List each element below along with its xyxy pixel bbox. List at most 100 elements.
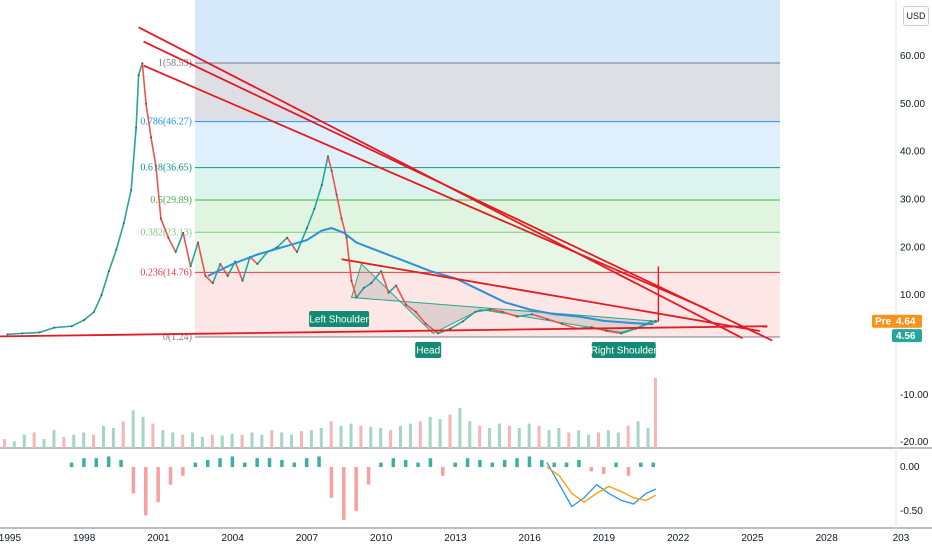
macd-bar xyxy=(181,467,185,476)
volume-bar xyxy=(92,434,96,448)
price-segment xyxy=(489,308,503,313)
time-tick-label: 2019 xyxy=(593,533,616,544)
trendline xyxy=(0,325,768,338)
macd-bar xyxy=(131,467,136,494)
macd-bar xyxy=(453,462,457,467)
volume-bar xyxy=(191,432,195,448)
price-tick-label: 20.00 xyxy=(900,242,925,253)
volume-bar xyxy=(359,425,363,448)
macd-line xyxy=(546,462,657,508)
pattern-callouts: Left Shoulder Head Right Shoulder xyxy=(309,311,657,358)
price-segment xyxy=(330,170,338,195)
pattern-callout: Head xyxy=(415,342,442,358)
volume-bar xyxy=(270,430,274,448)
price-segment xyxy=(561,323,577,330)
volume-bar xyxy=(82,432,86,448)
macd-bar xyxy=(478,459,482,467)
price-segment xyxy=(39,326,55,334)
price-segment xyxy=(182,232,192,267)
price-tags: Pre 4.64 4.56 xyxy=(872,314,922,343)
trendline xyxy=(138,26,743,339)
macd-tick-label: 0.00 xyxy=(900,462,920,473)
price-segment xyxy=(380,270,390,293)
macd-bar xyxy=(465,458,470,467)
price-point xyxy=(182,231,185,234)
price-point xyxy=(424,322,427,325)
price-point xyxy=(197,241,200,244)
fib-level-label: 0.786(46.27) xyxy=(140,117,192,128)
price-point xyxy=(404,303,407,306)
price-segment xyxy=(174,232,184,253)
price-point xyxy=(387,291,390,294)
price-segment xyxy=(450,320,464,330)
volume-bar xyxy=(319,428,323,448)
currency-button[interactable]: USD xyxy=(903,6,929,26)
price-segment xyxy=(517,313,533,318)
price-point xyxy=(501,310,504,313)
volume-bar xyxy=(379,428,383,448)
macd-bar xyxy=(106,456,111,467)
macd-tick-label: -0.50 xyxy=(900,506,923,517)
volume-bar xyxy=(309,430,313,448)
price-point xyxy=(226,274,229,277)
price-point xyxy=(605,329,608,332)
macd-bar xyxy=(218,458,222,467)
price-segment xyxy=(141,63,147,104)
macd-bar xyxy=(144,467,148,516)
price-segment xyxy=(135,75,140,128)
volume-bar xyxy=(210,434,214,448)
volume-bar xyxy=(527,423,531,448)
volume-bar xyxy=(577,430,581,448)
price-point xyxy=(135,126,138,129)
pre-tag-label: Pre xyxy=(875,317,892,328)
price-segment xyxy=(502,311,518,318)
volume-bar xyxy=(220,435,224,448)
price-segment xyxy=(145,103,152,138)
volume-bar xyxy=(22,434,26,448)
price-point xyxy=(546,318,549,321)
price-segment xyxy=(93,294,103,313)
callout-box xyxy=(591,342,656,358)
volume-bar xyxy=(418,421,422,448)
volume-bar xyxy=(161,430,165,448)
macd-bar xyxy=(94,458,99,467)
price-tick-label: 30.00 xyxy=(900,194,925,205)
price-tick-label: 40.00 xyxy=(900,147,925,158)
volume-bar xyxy=(626,425,630,448)
price-point xyxy=(149,136,152,139)
price-segment xyxy=(475,308,491,313)
price-segment xyxy=(256,251,268,265)
volume-bar xyxy=(468,421,472,448)
callout-label: Left Shoulder xyxy=(309,315,369,326)
price-point xyxy=(649,320,652,323)
price-point xyxy=(154,164,157,167)
volume-pane xyxy=(2,378,657,448)
price-point xyxy=(21,332,24,335)
fib-band xyxy=(195,272,780,337)
callout-label: Right Shoulder xyxy=(591,346,658,357)
callout-label: Head xyxy=(416,346,440,357)
price-point xyxy=(256,263,259,266)
macd-bar xyxy=(243,462,247,467)
macd-pane xyxy=(69,456,657,520)
price-point xyxy=(620,332,623,335)
price-point xyxy=(241,279,244,282)
fib-level-label: 1(58.53) xyxy=(158,58,192,69)
price-point xyxy=(53,326,56,329)
volume-bar xyxy=(329,421,333,448)
price-segment xyxy=(621,327,637,335)
time-tick-label: 2016 xyxy=(519,533,542,544)
macd-bar xyxy=(119,459,123,467)
volume-bar xyxy=(151,423,155,448)
volume-bar xyxy=(567,432,571,448)
volume-bar xyxy=(537,425,541,448)
volume-bar xyxy=(547,430,551,448)
price-point xyxy=(93,310,96,313)
pre-tag-box xyxy=(872,314,922,328)
time-tick-label: 203 xyxy=(893,533,910,544)
price-segment xyxy=(150,137,157,167)
price-point xyxy=(141,62,144,65)
price-point xyxy=(211,282,214,285)
volume-bar xyxy=(240,434,244,448)
